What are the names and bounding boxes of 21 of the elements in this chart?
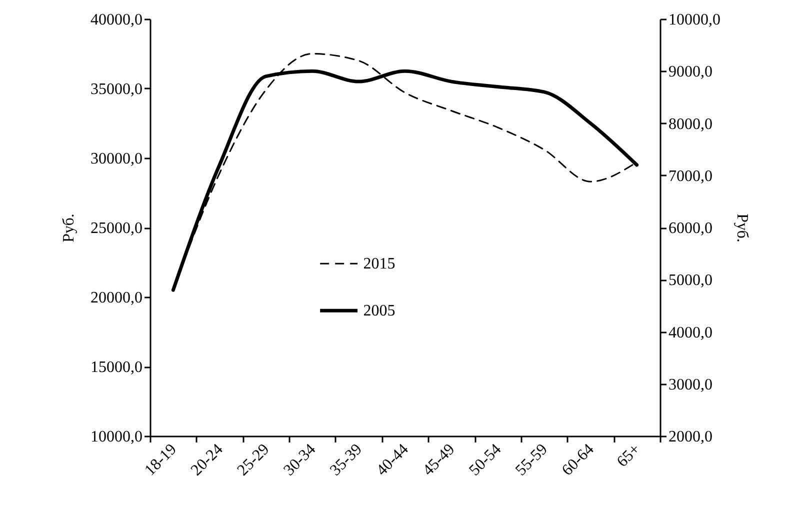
y2-tick-label: 3000,0 bbox=[668, 376, 712, 394]
y2-tick-label: 5000,0 bbox=[668, 272, 712, 290]
y2-tick-label: 6000,0 bbox=[668, 220, 712, 237]
y2-tick-label: 4000,0 bbox=[668, 324, 712, 342]
y2-tick-label: 8000,0 bbox=[668, 116, 712, 133]
y-tick-label: 35000,0 bbox=[90, 81, 142, 98]
y-axis-title: Руб. bbox=[60, 214, 78, 242]
y-tick-label: 20000,0 bbox=[90, 290, 142, 306]
y2-tick-label: 2000,0 bbox=[668, 428, 712, 446]
y-tick-label: 40000,0 bbox=[90, 12, 142, 28]
y2-tick-label: 9000,0 bbox=[668, 64, 712, 81]
legend-label: 2015 bbox=[363, 256, 396, 273]
y-tick-label: 10000,0 bbox=[90, 428, 142, 446]
y2-tick-label: 10000,0 bbox=[668, 12, 720, 28]
x-tick-label: 65+ bbox=[614, 440, 644, 471]
y-tick-label: 15000,0 bbox=[90, 359, 142, 376]
y2-tick-label: 7000,0 bbox=[668, 168, 712, 185]
y2-axis-title: Руб. bbox=[734, 214, 750, 242]
y-tick-label: 30000,0 bbox=[90, 150, 142, 168]
legend-label: 2005 bbox=[363, 302, 396, 320]
y-tick-label: 25000,0 bbox=[90, 220, 142, 237]
